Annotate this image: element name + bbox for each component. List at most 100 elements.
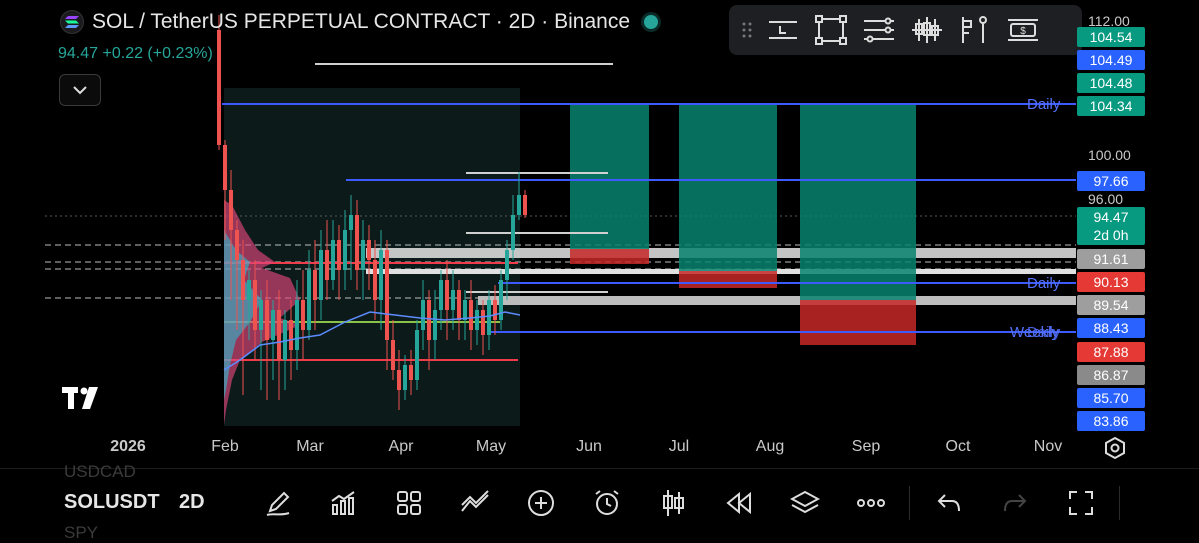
horizontal-line-icon[interactable] xyxy=(759,5,807,55)
time-axis-label: Sep xyxy=(851,438,881,455)
add-icon[interactable] xyxy=(521,484,561,522)
templates-icon[interactable] xyxy=(389,484,429,522)
settings-lines-icon[interactable]: $ xyxy=(999,5,1047,55)
price-scale-label: 96.00 xyxy=(1088,191,1124,207)
time-axis-label: Aug xyxy=(755,438,785,455)
interval-selector[interactable]: 2D xyxy=(179,491,205,513)
price-tag: 85.70 xyxy=(1077,388,1145,408)
candle-body xyxy=(337,240,341,270)
time-axis-label: Jul xyxy=(668,438,690,455)
pencil-icon[interactable] xyxy=(258,484,298,522)
position-boxes[interactable] xyxy=(570,104,916,345)
candle-body xyxy=(493,300,497,320)
chart-settings-icon[interactable] xyxy=(1101,434,1129,462)
candle-body xyxy=(487,300,491,335)
tradingview-logo-icon[interactable] xyxy=(62,387,106,414)
collapse-legend-button[interactable] xyxy=(59,74,101,106)
parallel-channel-icon[interactable] xyxy=(855,5,903,55)
candles-icon[interactable] xyxy=(903,5,951,55)
candle-body xyxy=(277,310,281,360)
candle-body xyxy=(451,290,455,310)
alert-clock-icon[interactable] xyxy=(587,484,627,522)
candle-body xyxy=(409,365,413,380)
candle-body xyxy=(295,300,299,350)
layers-icon[interactable] xyxy=(785,484,825,522)
toolbar-divider xyxy=(1119,486,1120,520)
more-icon[interactable] xyxy=(851,484,891,522)
price-tag: 87.88 xyxy=(1077,342,1145,362)
long-position-profit-1 xyxy=(570,104,649,249)
price-tag: 86.87 xyxy=(1077,365,1145,385)
daily-level-label: Daily xyxy=(1027,96,1061,113)
weekly-level-label: Weekly xyxy=(1010,324,1059,341)
price-scale-label: 100.00 xyxy=(1088,147,1131,163)
price-tag: 104.34 xyxy=(1077,96,1145,116)
candle-body xyxy=(481,310,485,335)
candle-body xyxy=(367,240,371,260)
candle-body xyxy=(271,310,275,340)
toolbar-divider xyxy=(909,486,910,520)
price-summary: 94.47 +0.22 (+0.23%) xyxy=(58,45,213,63)
candle-body xyxy=(457,290,461,320)
candle-body xyxy=(505,250,509,280)
candle-body xyxy=(403,365,407,390)
next-symbol[interactable]: SPY xyxy=(64,523,99,542)
candle-body xyxy=(319,250,323,300)
redo-icon[interactable] xyxy=(995,484,1035,522)
candle-body xyxy=(301,300,305,330)
long-position-loss-1 xyxy=(570,249,649,264)
price-tag: 97.66 xyxy=(1077,171,1145,191)
target-lines xyxy=(315,63,613,293)
candle-body xyxy=(253,280,257,330)
indicators-icon[interactable] xyxy=(323,484,363,522)
candle-body xyxy=(325,250,329,280)
undo-icon[interactable] xyxy=(929,484,969,522)
time-axis-label: Apr xyxy=(388,438,414,455)
candle-body xyxy=(247,280,251,300)
price-tag: 89.54 xyxy=(1077,295,1145,315)
candle-body xyxy=(415,330,419,380)
previous-symbol[interactable]: USDCAD xyxy=(64,462,136,481)
rectangle-icon[interactable] xyxy=(807,5,855,55)
price-scale-label: 112.00 xyxy=(1088,13,1130,29)
drawing-toolbar: $ xyxy=(729,5,1082,55)
long-position-profit-2 xyxy=(679,104,777,271)
long-position-profit-3 xyxy=(800,104,916,300)
chart-type-icon[interactable] xyxy=(653,484,693,522)
drag-handle-icon[interactable] xyxy=(735,5,759,55)
candle-body xyxy=(463,300,467,320)
candle-body xyxy=(523,195,527,215)
long-short-icon[interactable] xyxy=(951,5,999,55)
replay-icon[interactable] xyxy=(719,484,759,522)
candlesticks xyxy=(217,15,527,410)
fullscreen-icon[interactable] xyxy=(1061,484,1101,522)
candle-body xyxy=(349,215,353,230)
candle-body xyxy=(229,190,233,230)
moving-average-line xyxy=(223,311,521,371)
price-tag: 94.47 xyxy=(1077,207,1145,227)
candle-body xyxy=(439,280,443,310)
candle-body xyxy=(355,215,359,270)
blue-levels xyxy=(222,103,1076,333)
svg-text:$: $ xyxy=(1020,26,1026,37)
candle-body xyxy=(289,320,293,350)
symbol-selector[interactable]: SOLUSDT xyxy=(64,491,160,513)
candle-body xyxy=(379,250,383,300)
candle-body xyxy=(361,240,365,270)
candle-body xyxy=(469,300,473,330)
time-axis-label: Oct xyxy=(945,438,971,455)
market-open-indicator xyxy=(644,15,659,29)
symbol-header[interactable]: SOL / TetherUS PERPETUAL CONTRACT · 2D ·… xyxy=(60,10,659,34)
candle-body xyxy=(427,300,431,340)
price-tag: 104.54 xyxy=(1077,27,1145,47)
candle-body xyxy=(475,310,479,330)
long-position-loss-3 xyxy=(800,300,916,345)
compare-icon[interactable] xyxy=(455,484,495,522)
price-tag: 104.49 xyxy=(1077,50,1145,70)
candle-body xyxy=(259,300,263,330)
time-axis-label: May xyxy=(475,438,507,455)
last-price: 94.47 xyxy=(58,45,99,62)
time-axis-label: Nov xyxy=(1033,438,1063,455)
candle-body xyxy=(343,230,347,270)
